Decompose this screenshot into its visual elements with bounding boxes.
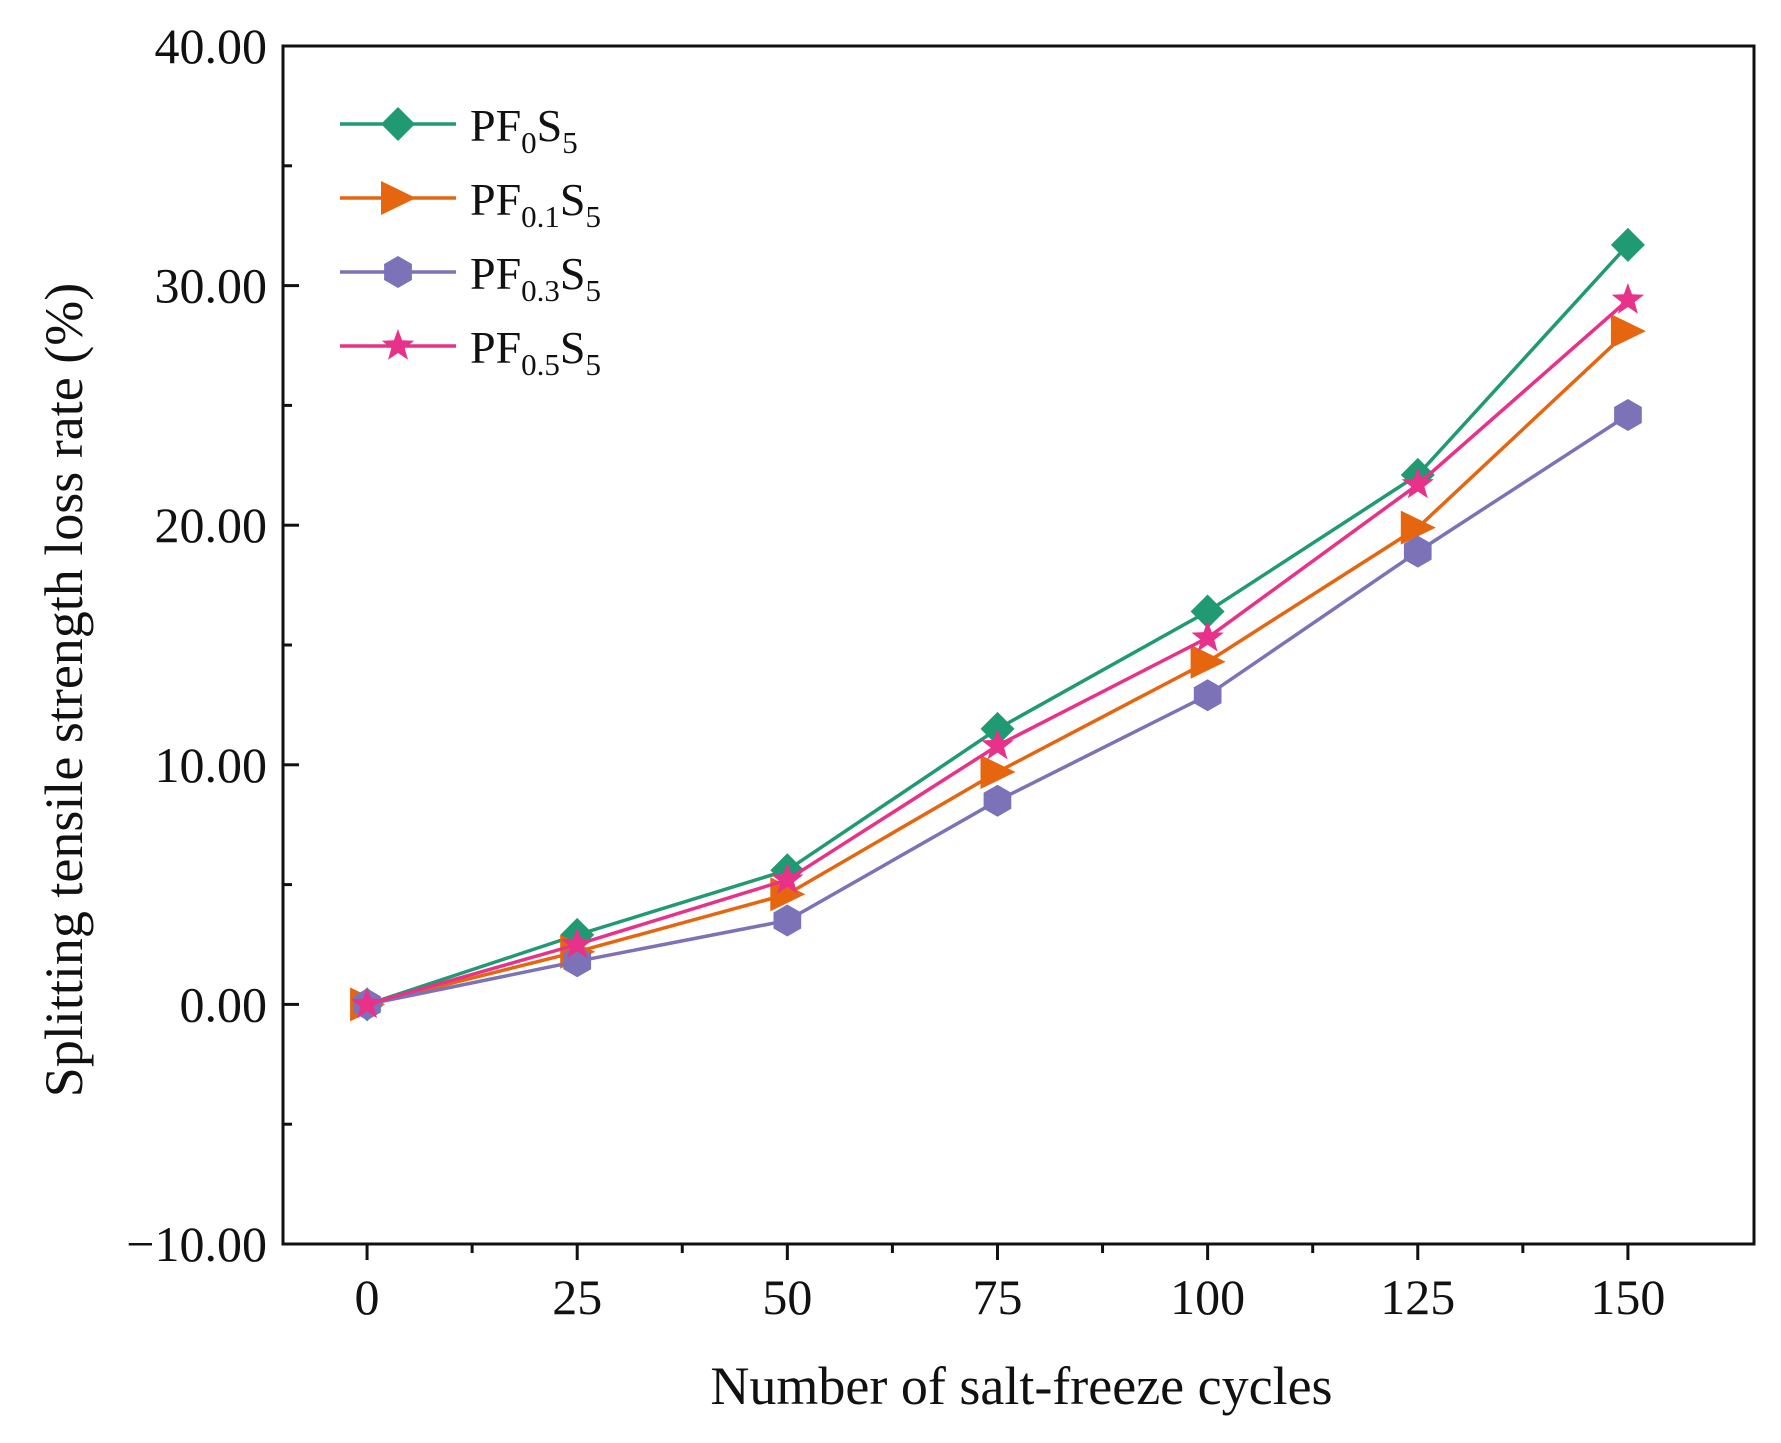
legend-subscript: 0.1	[521, 199, 560, 234]
legend-subscript: 5	[586, 347, 602, 382]
legend-label: PF0.5S5	[470, 322, 601, 382]
data-point	[1401, 467, 1434, 499]
legend-subscript: 0	[521, 125, 537, 160]
legend-entry-2: PF0.1S5	[340, 174, 601, 234]
legend-text-part: S	[560, 174, 586, 225]
data-point	[770, 877, 806, 912]
y-tick-label: 0.00	[180, 976, 268, 1032]
data-point	[1191, 620, 1224, 652]
y-tick-label: 30.00	[155, 258, 268, 314]
x-tick-label: 100	[1170, 1269, 1245, 1325]
legend-subscript: 0.5	[521, 347, 560, 382]
x-tick-label: 50	[762, 1269, 812, 1325]
data-point	[771, 862, 804, 894]
legend-subscript: 5	[562, 125, 578, 160]
series-4	[350, 283, 1645, 1019]
series-3	[353, 399, 1642, 1021]
legend-marker	[381, 329, 415, 360]
legend-text-part: PF	[470, 248, 521, 299]
data-point	[1193, 679, 1222, 712]
data-point	[1610, 227, 1645, 262]
legend-text-part: PF	[470, 100, 521, 151]
legend-subscript: 5	[586, 273, 602, 308]
data-point	[1614, 399, 1642, 431]
legend-text-part: S	[560, 322, 586, 373]
x-tick-label: 25	[552, 1269, 602, 1325]
series-2	[350, 314, 1646, 1022]
series-group	[350, 227, 1646, 1022]
y-tick-label: 40.00	[155, 18, 268, 74]
data-point	[350, 987, 384, 1019]
y-axis-title: Splitting tensile strength loss rate (%)	[34, 283, 94, 1097]
data-point	[1400, 510, 1436, 545]
legend-entry-4: PF0.5S5	[340, 322, 601, 382]
legend-entry-3: PF0.3S5	[340, 248, 601, 308]
series-line	[366, 413, 1629, 1007]
data-point	[1611, 283, 1645, 314]
legend-entry-1: PF0S5	[340, 100, 578, 160]
legend-label: PF0.1S5	[470, 174, 601, 234]
x-tick-label: 75	[972, 1269, 1022, 1325]
series-line	[366, 329, 1630, 1007]
data-point	[1610, 314, 1646, 349]
data-point	[981, 728, 1014, 760]
legend-marker	[381, 181, 416, 215]
y-tick-label: −10.00	[126, 1216, 267, 1272]
data-point	[983, 784, 1012, 817]
x-tick-label: 125	[1380, 1269, 1455, 1325]
legend-text-part: S	[560, 248, 586, 299]
legend-subscript: 0.3	[521, 273, 560, 308]
data-point	[561, 927, 594, 959]
legend-text-part: PF	[470, 322, 521, 373]
legend-marker	[384, 256, 412, 288]
y-tick-label: 10.00	[155, 737, 268, 793]
plot-frame	[281, 44, 1756, 1246]
data-point	[1403, 535, 1432, 568]
data-point	[1190, 644, 1226, 679]
legend-text-part: S	[537, 100, 563, 151]
x-tick-label: 0	[355, 1269, 380, 1325]
legend-marker	[381, 107, 415, 141]
x-axis-title: Number of salt-freeze cycles	[710, 1356, 1332, 1416]
x-tick-label: 150	[1590, 1269, 1665, 1325]
legend-text-part: PF	[470, 174, 521, 225]
data-point	[980, 755, 1016, 789]
data-point	[773, 904, 802, 937]
y-tick-label: 20.00	[155, 497, 268, 553]
series-line	[366, 298, 1630, 1007]
data-point	[1190, 594, 1225, 629]
legend-label: PF0S5	[470, 100, 578, 160]
legend-label: PF0.3S5	[470, 248, 601, 308]
legend-subscript: 5	[586, 199, 602, 234]
